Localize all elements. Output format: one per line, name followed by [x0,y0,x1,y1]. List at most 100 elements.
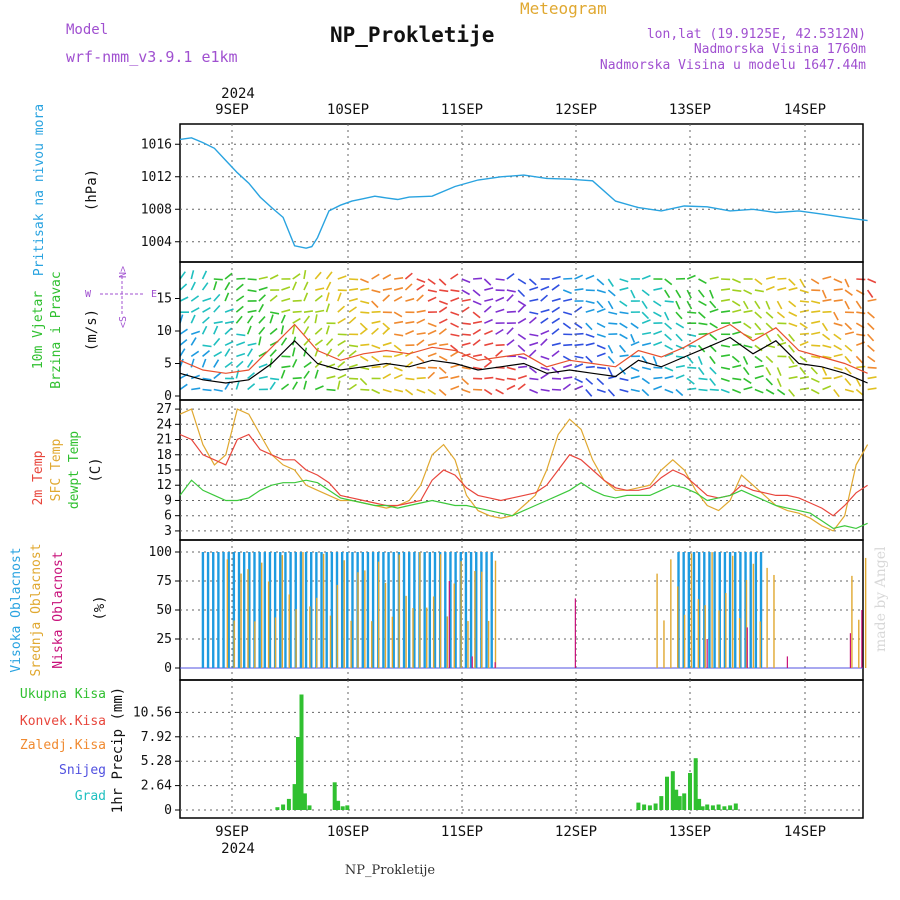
precip-bar [665,776,669,810]
wind-arrow [269,274,279,280]
wind-arrow [314,327,323,335]
wind-arrow [867,322,875,331]
wind-arrow [201,325,208,335]
precip-bar [677,796,682,810]
wind-arrow [698,388,708,392]
wind-arrow [596,289,606,294]
top-day-label: 9SEP [215,102,249,118]
wind-arrow [844,366,852,375]
wind-gust-line [179,323,868,374]
wind-arrow [732,377,742,381]
wind-side-label-2: Brzina i Pravac [49,271,64,388]
wind-arrow [314,271,322,280]
coords-text: lon,lat (19.9125E, 42.5312N) [647,27,866,42]
wind-arrow [303,370,310,379]
wind-arrow [822,355,832,359]
precip-bar [336,800,341,810]
cloud-unit: (%) [92,595,108,620]
wind-arrow [720,288,731,291]
wind-arrow [337,292,342,302]
wind-arrow [686,274,696,280]
wind-arrow [461,289,470,296]
wind-arrow [292,377,302,380]
wind-arrow [427,388,437,395]
y-tick-label: 1012 [141,170,172,185]
wind-panel: 15 10 5 0 [156,261,877,404]
wind-arrow [202,307,211,313]
wind-arrow [754,332,764,336]
wind-arrow [630,375,640,380]
wind-arrow [461,278,471,284]
wind-arrow [698,300,707,307]
wind-arrow [652,300,662,307]
wind-arrow [720,388,730,394]
wind-arrow [393,344,402,352]
wind-arrow [653,366,663,369]
wind-arrow [360,278,369,284]
wind-arrow [405,321,415,324]
cloud-mid-label: Srednja Oblacnost [29,543,44,676]
wind-arrow [528,316,537,324]
wind-arrow [529,311,539,315]
wind-arrow [213,337,221,346]
wind-arrow [698,322,708,326]
wind-arrow [348,363,358,369]
wind-arrow [213,372,222,380]
wind-arrow [450,333,460,337]
wind-arrow [404,283,413,291]
model-name: wrf-nmm_v3.9.1 e1km [66,48,238,66]
wind-arrow [495,344,505,347]
bottom-day-label: 12SEP [555,824,597,840]
wind-arrow [258,326,266,335]
wind-arrow [484,342,494,347]
wind-arrow [269,349,277,357]
wind-arrow [540,294,549,302]
wind-arrow [325,292,330,302]
wind-arrow [529,341,539,347]
wind-arrow [314,314,318,324]
wind-arrow [664,352,674,358]
wind-arrow [315,309,325,313]
wind-arrow [202,344,212,348]
wind-arrow [269,327,278,335]
wind-arrow [337,380,341,390]
wind-arrow [709,300,717,309]
wind-arrow [258,316,266,324]
model-label: Model [66,22,108,38]
wind-arrow [630,341,640,347]
cloud-panel: 100 75 50 25 0 [149,539,867,681]
wind-arrow [844,289,853,296]
wind-arrow [438,318,448,324]
precip-bar [281,804,286,810]
wind-arrow [438,328,447,335]
wind-arrow [529,333,539,337]
wind-arrow [540,388,550,392]
precip-bar [670,771,675,810]
temp-sfc-label: SFC Temp [49,439,64,502]
wind-arrow [393,311,403,318]
wind-arrow [855,300,862,310]
wind-arrow [799,355,808,363]
wind-arrow [664,322,673,330]
wind-arrow [483,305,492,313]
wind-arrow [303,361,312,369]
wind-arrow [246,325,252,335]
wind-arrow [416,332,426,336]
wind-arrow [517,289,526,298]
wind-arrow [179,296,189,302]
y-tick-label: 1008 [141,202,172,217]
wind-arrow [190,307,200,313]
wind-arrow [247,289,257,293]
wind-arrow [439,343,449,347]
wind-arrow [619,322,628,329]
wind-arrow [427,342,437,347]
wind-arrow [280,383,290,391]
wind-arrow [247,342,257,347]
wind-arrow [867,376,877,380]
wind-arrow [371,289,381,294]
wind-arrow [562,322,572,330]
wind-arrow [258,286,268,291]
wind-compass: N> W E <S [85,266,157,328]
wind-arrow [765,311,774,319]
wind-arrow [450,289,460,293]
